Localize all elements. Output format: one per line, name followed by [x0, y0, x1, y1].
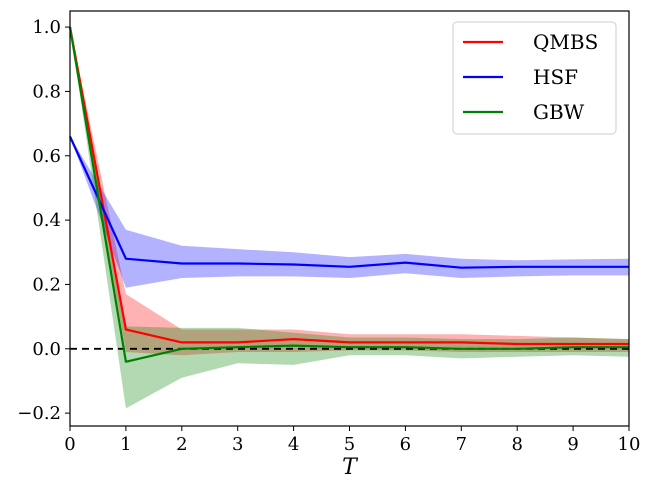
legend: QMBS HSF GBW — [452, 21, 617, 135]
gbw-band — [70, 27, 629, 409]
y-tick-label: 1.0 — [32, 17, 61, 38]
x-tick-label: 2 — [176, 434, 187, 455]
legend-label-gbw: GBW — [533, 100, 585, 124]
legend-label-hsf: HSF — [533, 65, 578, 89]
gbw-line — [68, 26, 629, 363]
x-axis: 0 1 2 3 4 5 6 7 8 9 10 — [64, 426, 640, 455]
x-tick-label: 5 — [344, 434, 355, 455]
y-tick-label: −0.2 — [17, 403, 61, 424]
qmbs-line — [68, 26, 629, 346]
x-tick-label: 3 — [232, 434, 243, 455]
x-tick-label: 10 — [618, 434, 641, 455]
confidence-bands — [70, 27, 629, 409]
y-tick-label: 0.2 — [32, 274, 61, 295]
x-tick-label: 7 — [456, 434, 467, 455]
y-axis: −0.2 0.0 0.2 0.4 0.6 0.8 1.0 — [17, 17, 70, 424]
y-tick-label: 0.6 — [32, 146, 61, 167]
x-axis-label: T — [342, 455, 359, 480]
x-tick-label: 0 — [64, 434, 75, 455]
y-tick-label: 0.0 — [32, 339, 61, 360]
hsf-band — [70, 136, 629, 288]
x-tick-label: 8 — [511, 434, 522, 455]
y-tick-label: 0.8 — [32, 81, 61, 102]
legend-label-qmbs: QMBS — [533, 30, 598, 54]
hsf-line — [68, 136, 629, 269]
x-tick-label: 1 — [120, 434, 131, 455]
y-tick-label: 0.4 — [32, 210, 61, 231]
series-lines — [68, 26, 629, 363]
qmbs-band — [70, 27, 629, 356]
legend-box — [452, 21, 617, 135]
x-tick-label: 6 — [400, 434, 411, 455]
x-tick-label: 9 — [567, 434, 578, 455]
x-tick-label: 4 — [288, 434, 299, 455]
